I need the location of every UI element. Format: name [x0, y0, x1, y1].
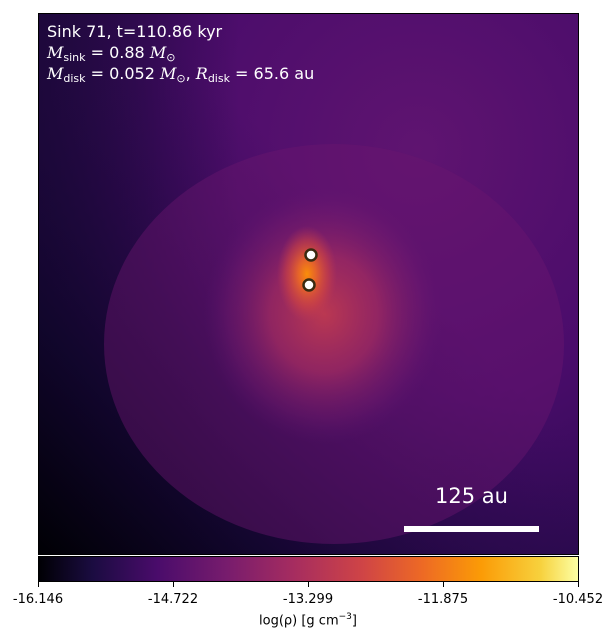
colorbar-tick-label: -11.875 — [417, 592, 469, 607]
colorbar-tick-mark — [38, 582, 39, 587]
sink-mass-label: Msink = 0.88 M⊙ — [47, 43, 176, 64]
colorbar-tick-label: -13.299 — [282, 592, 334, 607]
scalebar-line — [404, 526, 539, 532]
colorbar-axis-label: log(ρ) [g cm−3] — [259, 612, 357, 629]
colorbar-tick-label: -10.452 — [552, 592, 604, 607]
colorbar-tick-mark — [308, 582, 309, 587]
colorbar-tick-mark — [443, 582, 444, 587]
sink-particle-upper — [304, 248, 318, 262]
sink-time-label: Sink 71, t=110.86 kyr — [47, 22, 223, 41]
colorbar — [38, 556, 579, 582]
scalebar-label: 125 au — [435, 484, 508, 508]
colorbar-tick-mark — [578, 582, 579, 587]
density-image — [38, 13, 579, 555]
sink-particle-lower — [302, 278, 316, 292]
colorbar-tick-mark — [173, 582, 174, 587]
disk-properties-label: Mdisk = 0.052 M⊙, Rdisk = 65.6 au — [47, 64, 315, 85]
colorbar-tick-label: -16.146 — [12, 592, 64, 607]
colorbar-tick-label: -14.722 — [147, 592, 199, 607]
